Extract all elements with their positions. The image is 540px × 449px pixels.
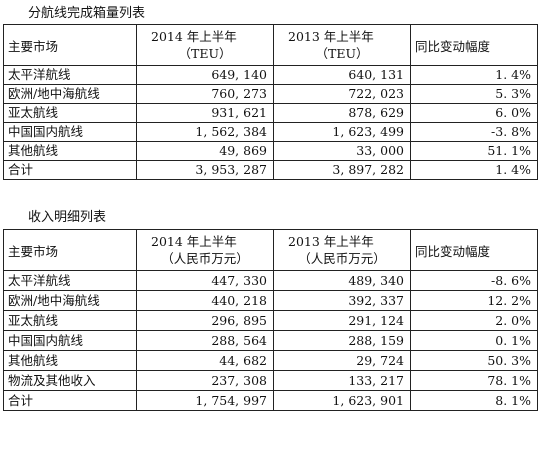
header-2013-unit: （TEU） [315,46,369,61]
change-cell: 2. 0% [410,310,538,331]
volume-table-header-row: 主要市场 2014 年上半年 （TEU） 2013 年上半年 （TEU） 同比变… [3,24,538,66]
market-cell: 其他航线 [3,141,137,161]
value-2013-cell: 640, 131 [273,65,411,85]
value-2013-cell: 878, 629 [273,103,411,123]
value-2013-cell: 3, 897, 282 [273,160,411,180]
change-cell: 6. 0% [410,103,538,123]
value-2013-cell: 722, 023 [273,84,411,104]
table-row: 其他航线 44, 682 29, 724 50. 3% [3,350,538,371]
table-row: 太平洋航线 447, 330 489, 340 -8. 6% [3,270,538,291]
header-2014-unit: （TEU） [178,46,232,61]
table-row: 亚太航线 931, 621 878, 629 6. 0% [3,103,538,123]
market-cell: 合计 [3,160,137,180]
header-2014-period: 2014 年上半年 [151,234,237,249]
header-2014: 2014 年上半年 （人民币万元） [136,229,274,271]
change-cell: 78. 1% [410,370,538,391]
value-2013-cell: 489, 340 [273,270,411,291]
header-market: 主要市场 [3,229,137,271]
header-2014-unit: （人民币万元） [161,251,249,266]
revenue-table-header-row: 主要市场 2014 年上半年 （人民币万元） 2013 年上半年 （人民币万元）… [3,229,538,271]
market-cell: 亚太航线 [3,103,137,123]
value-2014-cell: 440, 218 [136,290,274,311]
market-cell: 合计 [3,390,137,411]
total-row: 合计 3, 953, 287 3, 897, 282 1. 4% [3,160,538,180]
value-2014-cell: 44, 682 [136,350,274,371]
value-2013-cell: 1, 623, 499 [273,122,411,142]
change-cell: 12. 2% [410,290,538,311]
market-cell: 太平洋航线 [3,270,137,291]
header-market: 主要市场 [3,24,137,66]
header-change: 同比变动幅度 [410,229,538,271]
value-2014-cell: 3, 953, 287 [136,160,274,180]
header-2014-period: 2014 年上半年 [151,29,237,44]
market-cell: 太平洋航线 [3,65,137,85]
header-2013: 2013 年上半年 （TEU） [273,24,411,66]
market-cell: 中国国内航线 [3,330,137,351]
change-cell: 8. 1% [410,390,538,411]
change-cell: 0. 1% [410,330,538,351]
change-cell: 1. 4% [410,65,538,85]
header-2013-unit: （人民币万元） [298,251,386,266]
table-row: 其他航线 49, 869 33, 000 51. 1% [3,141,538,161]
change-cell: 5. 3% [410,84,538,104]
change-cell: 1. 4% [410,160,538,180]
total-row: 合计 1, 754, 997 1, 623, 901 8. 1% [3,390,538,411]
revenue-table-caption: 收入明细列表 [28,210,107,225]
header-2014: 2014 年上半年 （TEU） [136,24,274,66]
value-2013-cell: 133, 217 [273,370,411,391]
value-2013-cell: 392, 337 [273,290,411,311]
header-2013-period: 2013 年上半年 [288,234,374,249]
header-change: 同比变动幅度 [410,24,538,66]
table-row: 中国国内航线 1, 562, 384 1, 623, 499 -3. 8% [3,122,538,142]
revenue-table: 主要市场 2014 年上半年 （人民币万元） 2013 年上半年 （人民币万元）… [3,229,538,411]
market-cell: 其他航线 [3,350,137,371]
market-cell: 欧洲/地中海航线 [3,290,137,311]
change-cell: -3. 8% [410,122,538,142]
value-2014-cell: 931, 621 [136,103,274,123]
value-2013-cell: 33, 000 [273,141,411,161]
table-row: 太平洋航线 649, 140 640, 131 1. 4% [3,65,538,85]
value-2013-cell: 291, 124 [273,310,411,331]
value-2014-cell: 296, 895 [136,310,274,331]
table-row: 欧洲/地中海航线 760, 273 722, 023 5. 3% [3,84,538,104]
market-cell: 中国国内航线 [3,122,137,142]
value-2013-cell: 29, 724 [273,350,411,371]
value-2014-cell: 760, 273 [136,84,274,104]
value-2014-cell: 447, 330 [136,270,274,291]
volume-table: 主要市场 2014 年上半年 （TEU） 2013 年上半年 （TEU） 同比变… [3,24,538,180]
header-2013: 2013 年上半年 （人民币万元） [273,229,411,271]
value-2013-cell: 1, 623, 901 [273,390,411,411]
market-cell: 欧洲/地中海航线 [3,84,137,104]
market-cell: 亚太航线 [3,310,137,331]
table-row: 亚太航线 296, 895 291, 124 2. 0% [3,310,538,331]
value-2014-cell: 288, 564 [136,330,274,351]
change-cell: -8. 6% [410,270,538,291]
header-2013-period: 2013 年上半年 [288,29,374,44]
value-2014-cell: 1, 562, 384 [136,122,274,142]
table-row: 物流及其他收入 237, 308 133, 217 78. 1% [3,370,538,391]
volume-table-caption: 分航线完成箱量列表 [28,6,146,21]
change-cell: 51. 1% [410,141,538,161]
value-2014-cell: 649, 140 [136,65,274,85]
table-row: 欧洲/地中海航线 440, 218 392, 337 12. 2% [3,290,538,311]
value-2014-cell: 49, 869 [136,141,274,161]
change-cell: 50. 3% [410,350,538,371]
table-row: 中国国内航线 288, 564 288, 159 0. 1% [3,330,538,351]
value-2014-cell: 237, 308 [136,370,274,391]
value-2013-cell: 288, 159 [273,330,411,351]
value-2014-cell: 1, 754, 997 [136,390,274,411]
market-cell: 物流及其他收入 [3,370,137,391]
